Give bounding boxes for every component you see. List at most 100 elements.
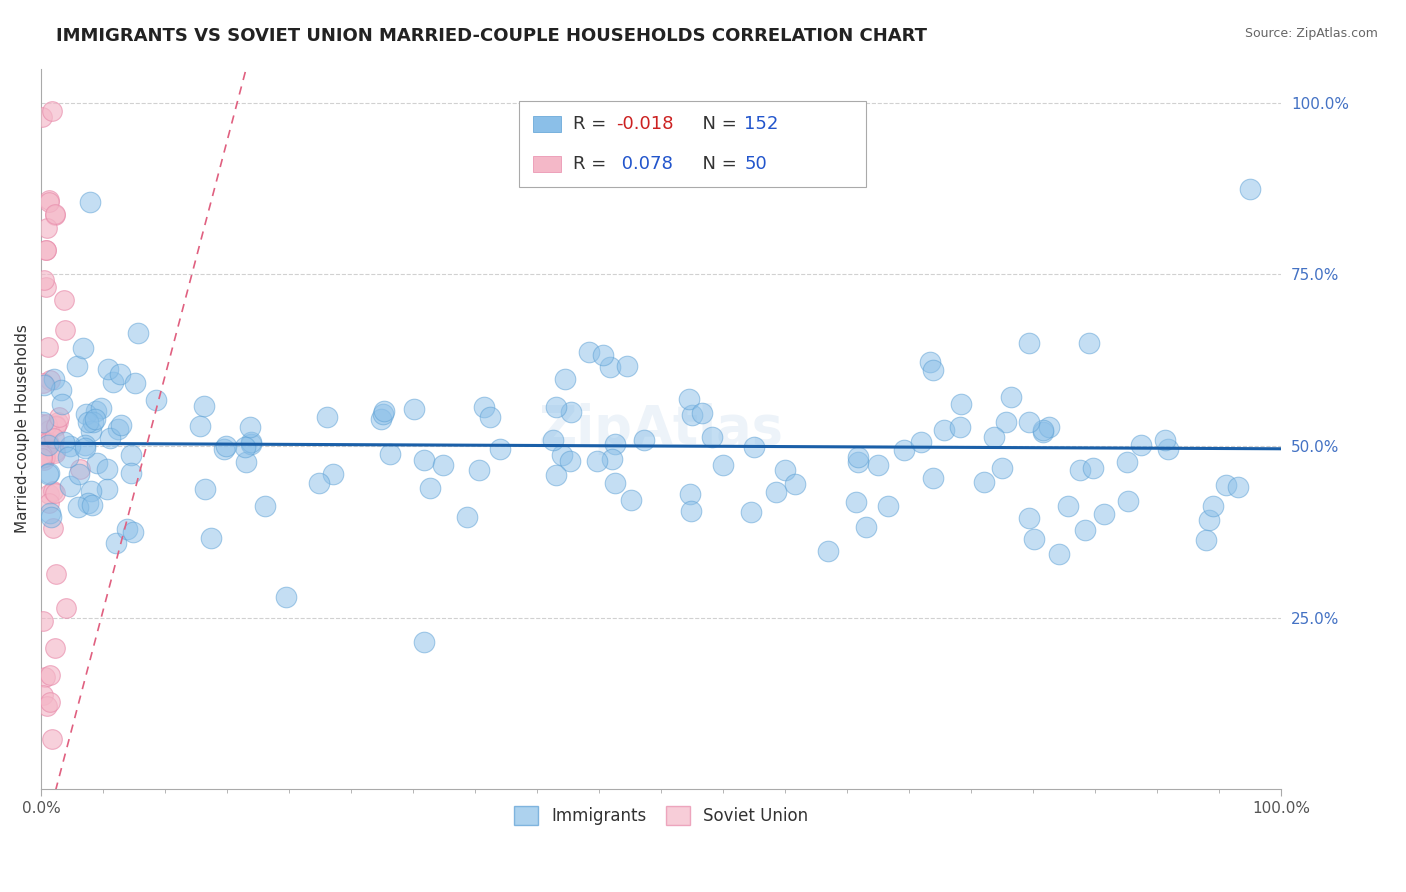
Point [585,454,607,468]
Point [104,536,127,550]
Point [37,467,59,481]
Point [681,409,703,423]
Point [413,634,436,648]
Point [402,401,425,416]
Point [72,342,94,356]
Point [274,590,297,604]
Point [31,615,53,629]
Point [73,438,96,452]
Point [38,373,60,387]
Point [605,476,627,491]
Point [922,363,945,377]
Point [79,195,101,210]
Point [188,419,211,434]
Point [419,482,441,496]
Point [315,409,337,424]
Point [34,450,56,464]
Point [55,601,77,615]
Point [983,430,1005,444]
Point [200,531,222,545]
Point [69,462,91,476]
Point [41,103,63,118]
Point [1194,533,1216,547]
Point [51,384,73,398]
Point [995,416,1018,430]
Point [120,467,142,481]
Point [44,431,66,445]
Point [38,496,60,510]
Point [35,280,58,294]
Point [702,430,724,444]
Point [1116,493,1139,508]
Point [52,435,75,450]
Point [45,418,67,433]
Point [1073,523,1095,537]
Point [42,521,65,535]
Point [1116,455,1139,469]
Point [110,417,132,432]
Point [45,566,67,581]
Point [44,641,66,656]
Point [193,399,215,413]
Point [765,485,787,500]
Point [80,424,103,438]
Point [1057,499,1080,513]
Point [67,467,90,482]
Point [690,406,713,420]
Point [31,415,53,429]
Point [38,193,60,207]
Text: 0.078: 0.078 [616,155,673,173]
Point [740,505,762,519]
Point [120,448,142,462]
Point [541,433,564,447]
Text: -0.018: -0.018 [616,115,673,133]
Point [1018,335,1040,350]
Point [80,484,103,499]
Point [41,732,63,747]
Point [1239,181,1261,195]
Point [83,411,105,425]
Point [59,479,82,493]
FancyBboxPatch shape [533,156,561,172]
Point [949,419,972,434]
Point [46,415,69,429]
Point [678,392,700,406]
Point [1154,434,1177,448]
Point [37,435,59,450]
Point [1069,463,1091,477]
Point [84,404,107,418]
Text: R =: R = [574,155,612,173]
Point [1000,390,1022,404]
Point [108,368,131,382]
Point [107,422,129,436]
Point [101,375,124,389]
Point [240,437,263,451]
Point [973,475,995,490]
Point [373,407,395,421]
Point [478,410,501,425]
Point [39,510,62,524]
Point [544,401,567,415]
Point [932,423,955,437]
Point [1092,507,1115,521]
Point [711,458,734,473]
Point [845,495,868,509]
Point [44,372,66,386]
Point [96,462,118,476]
Text: N =: N = [690,155,742,173]
Point [322,467,344,481]
Point [846,450,869,465]
Point [949,397,972,411]
Point [922,471,945,485]
Point [554,372,576,386]
Point [1022,532,1045,546]
Point [35,244,58,258]
Text: N =: N = [690,115,742,133]
Point [31,110,53,124]
Point [253,499,276,513]
Point [97,361,120,376]
Point [37,340,59,354]
Point [194,482,217,496]
FancyBboxPatch shape [519,101,866,187]
Point [1198,513,1220,527]
